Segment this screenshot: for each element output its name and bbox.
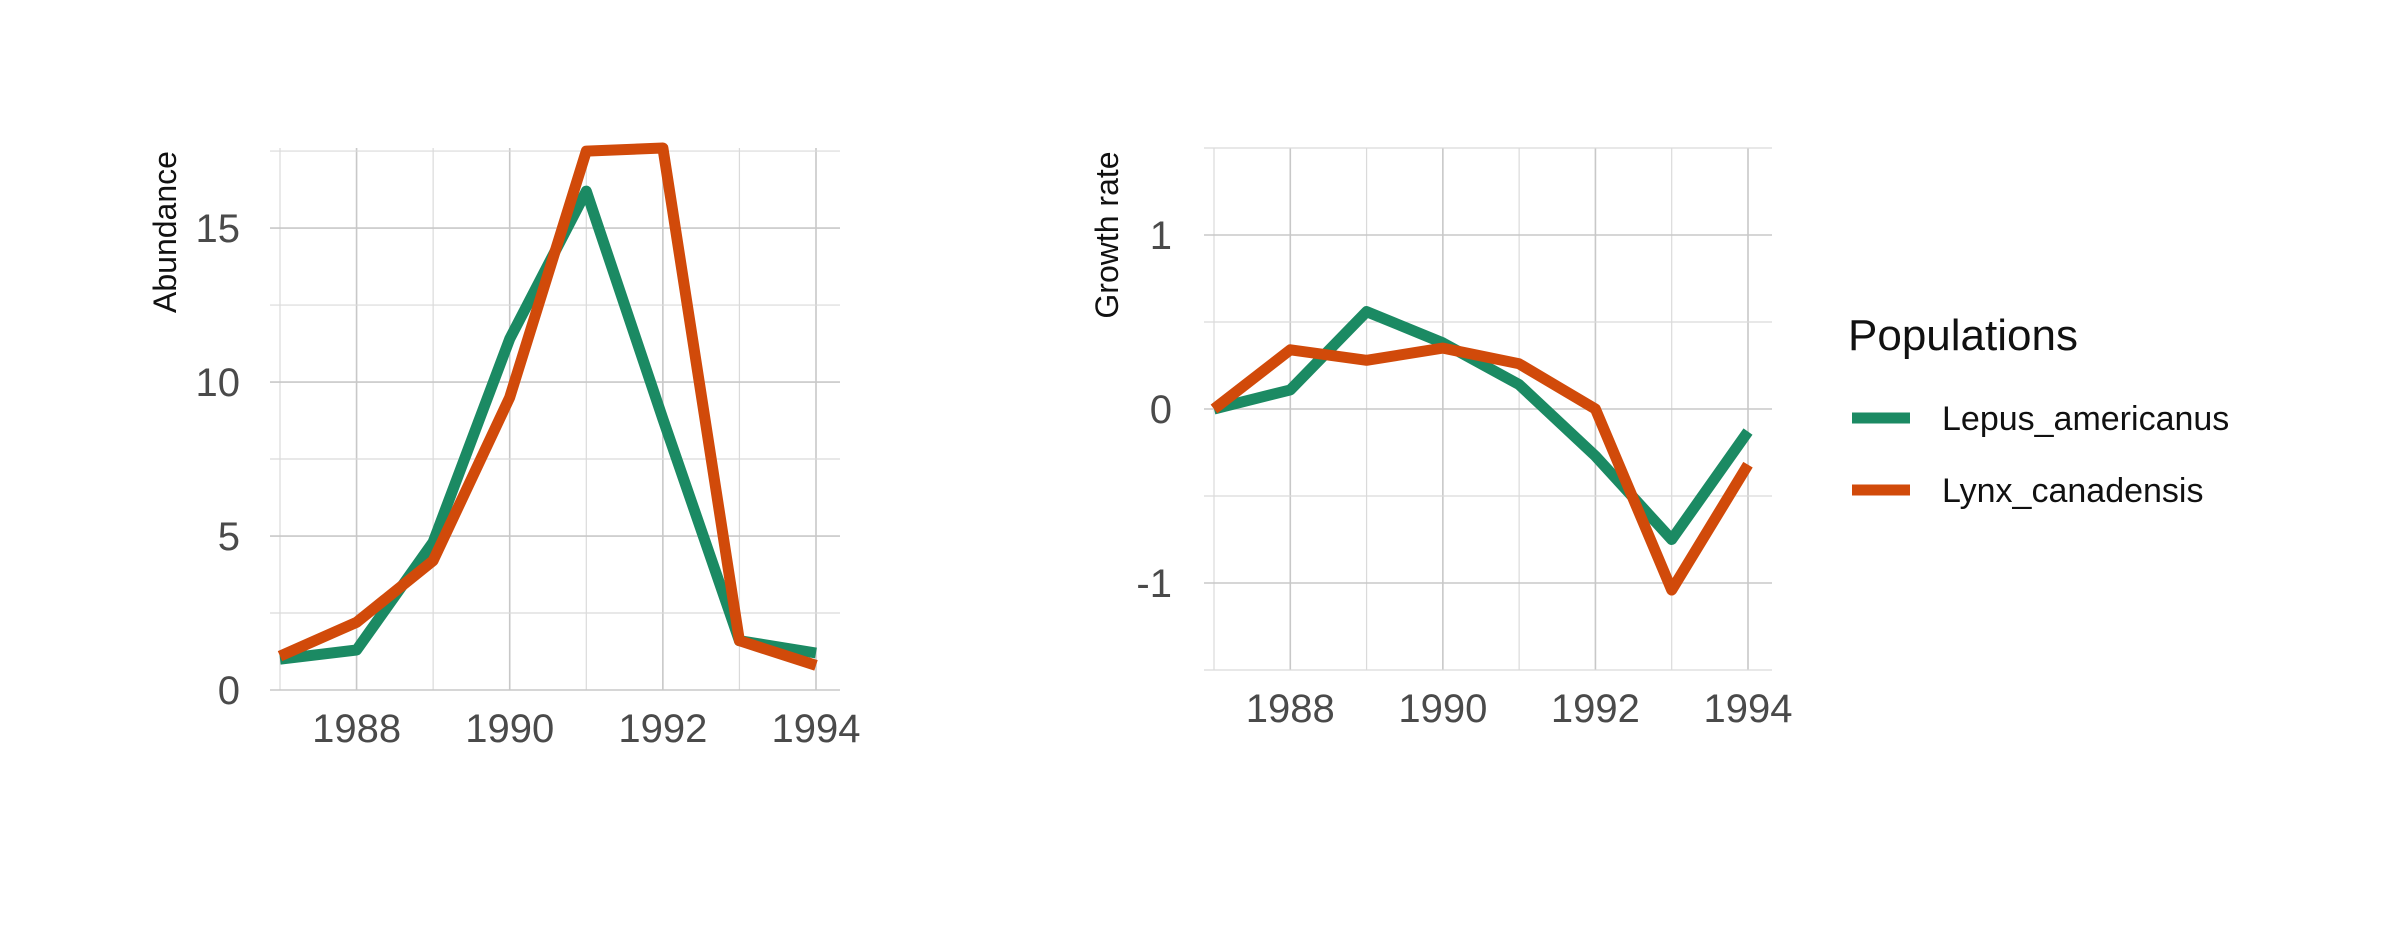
y-tick-label: 0 [1150, 388, 1172, 432]
x-tick-label: 1992 [618, 707, 707, 751]
x-tick-label: 1994 [1704, 687, 1793, 731]
legend-label-lepus: Lepus_americanus [1942, 400, 2229, 438]
growth-rate-panel: -1 0 1 1988 1990 1992 1994 Growth rate [1089, 147, 1793, 731]
y-tick-label: 5 [218, 515, 240, 559]
y-tick-label: 0 [218, 669, 240, 713]
y-tick-label: 15 [196, 207, 241, 251]
legend: Populations Lepus_americanus Lynx_canade… [1848, 311, 2229, 510]
x-tick-label: 1990 [1398, 687, 1487, 731]
x-tick-label: 1988 [312, 707, 401, 751]
x-tick-label: 1994 [772, 707, 861, 751]
legend-label-lynx: Lynx_canadensis [1942, 472, 2203, 510]
y-axis-title: Growth rate [1089, 151, 1125, 318]
x-tick-label: 1992 [1551, 687, 1640, 731]
series-line-lynx-canadensis [1210, 342, 1753, 596]
x-tick-label: 1988 [1246, 687, 1335, 731]
y-tick-label: 10 [196, 361, 241, 405]
legend-title: Populations [1848, 311, 2078, 360]
series-line-lynx-canadensis [277, 142, 818, 671]
abundance-panel: 0 5 10 15 1988 1990 1992 1994 Abundance [147, 142, 861, 751]
y-axis-title: Abundance [147, 151, 183, 313]
series-line-lepus-americanus [1212, 306, 1753, 545]
y-tick-label: 1 [1150, 214, 1172, 258]
y-tick-label: -1 [1136, 562, 1172, 606]
x-tick-label: 1990 [465, 707, 554, 751]
